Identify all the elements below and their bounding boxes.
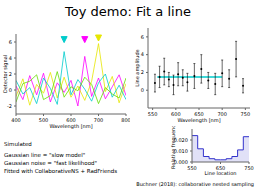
- svg-text:Wavelength [nm]: Wavelength [nm]: [49, 123, 92, 130]
- html-text:Gaussian noise = "fast likelih: Gaussian noise = "fast likelihood": [4, 160, 97, 166]
- svg-text:Wavelength [nm]: Wavelength [nm]: [177, 117, 220, 124]
- svg-text:4: 4: [9, 55, 12, 61]
- svg-text:Line location: Line location: [205, 170, 237, 176]
- html-text:Fitted with CollaborativeNS +: Fitted with CollaborativeNS + RadFriends: [4, 168, 118, 174]
- svg-text:550: 550: [187, 165, 197, 171]
- svg-text:750: 750: [241, 111, 248, 117]
- svg-text:Line amplitude: Line amplitude: [134, 49, 141, 86]
- svg-text:650: 650: [215, 164, 226, 171]
- svg-text:0.010: 0.010: [174, 148, 188, 154]
- html-text:Gaussian line = "slow model": Gaussian line = "slow model": [4, 152, 86, 158]
- svg-text:6: 6: [141, 34, 144, 40]
- svg-text:600: 600: [171, 111, 181, 117]
- svg-text:0: 0: [9, 87, 12, 93]
- svg-text:550: 550: [148, 111, 158, 117]
- svg-text:750: 750: [244, 165, 248, 171]
- svg-text:0: 0: [141, 87, 144, 93]
- html-text:Simulated: Simulated: [4, 141, 32, 147]
- svg-text:6: 6: [9, 39, 12, 45]
- html-text:Buchner (2018): collaborative: Buchner (2018): collaborative nested sam…: [136, 181, 254, 187]
- svg-text:700: 700: [94, 117, 104, 123]
- svg-text:-2: -2: [8, 103, 12, 109]
- svg-text:Detector signal: Detector signal: [8, 55, 9, 93]
- svg-text:2: 2: [141, 69, 144, 75]
- svg-text:Relative frequency: Relative frequency: [170, 126, 177, 169]
- svg-text:700: 700: [217, 111, 227, 117]
- svg-text:0.020: 0.020: [174, 137, 188, 143]
- svg-text:600: 600: [66, 117, 76, 123]
- svg-text:400: 400: [11, 117, 21, 123]
- html-text:Toy demo: Fit a line: Toy demo: Fit a line: [65, 4, 191, 19]
- svg-text:650: 650: [194, 111, 204, 117]
- svg-text:800: 800: [121, 117, 130, 123]
- svg-text:500: 500: [39, 117, 49, 123]
- svg-text:0.000: 0.000: [174, 159, 188, 165]
- svg-text:4: 4: [141, 51, 144, 57]
- svg-text:2: 2: [9, 71, 12, 77]
